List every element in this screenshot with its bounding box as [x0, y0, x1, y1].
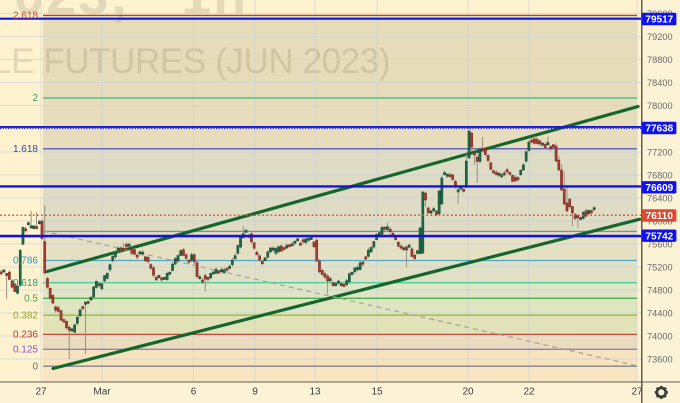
svg-text:77200: 77200 — [647, 147, 673, 157]
svg-text:15: 15 — [371, 387, 383, 398]
svg-text:78000: 78000 — [647, 101, 673, 111]
svg-text:0.618: 0.618 — [13, 278, 38, 289]
svg-text:78800: 78800 — [647, 55, 673, 65]
svg-text:22: 22 — [523, 387, 535, 398]
svg-text:20: 20 — [462, 387, 474, 398]
svg-text:2.618: 2.618 — [13, 11, 38, 22]
svg-text:74000: 74000 — [647, 332, 673, 342]
svg-text:79200: 79200 — [647, 32, 673, 42]
svg-text:74400: 74400 — [647, 309, 673, 319]
svg-text:75742: 75742 — [645, 231, 673, 242]
svg-text:75600: 75600 — [647, 240, 673, 250]
svg-text:9: 9 — [252, 387, 258, 398]
svg-text:79517: 79517 — [645, 15, 673, 26]
svg-text:0.125: 0.125 — [13, 345, 38, 356]
svg-text:76110: 76110 — [646, 211, 674, 222]
svg-text:13: 13 — [309, 387, 321, 398]
svg-text:76609: 76609 — [645, 183, 673, 194]
svg-text:Mar: Mar — [93, 387, 111, 398]
svg-text:27: 27 — [35, 387, 47, 398]
svg-text:023; 1h: 023; 1h — [14, 0, 248, 26]
svg-text:0: 0 — [32, 361, 38, 372]
svg-text:73600: 73600 — [647, 355, 673, 365]
svg-text:78400: 78400 — [647, 78, 673, 88]
svg-text:LE FUTURES (JUN 2023): LE FUTURES (JUN 2023) — [0, 42, 390, 81]
svg-text:0.786: 0.786 — [13, 256, 38, 267]
svg-text:0.5: 0.5 — [24, 294, 38, 305]
svg-text:27: 27 — [631, 387, 643, 398]
svg-text:74800: 74800 — [647, 286, 673, 296]
svg-text:76800: 76800 — [647, 170, 673, 180]
svg-text:76400: 76400 — [647, 193, 673, 203]
svg-text:6: 6 — [191, 387, 197, 398]
svg-text:0.382: 0.382 — [13, 310, 38, 321]
svg-text:75200: 75200 — [647, 263, 673, 273]
svg-text:2: 2 — [32, 93, 38, 104]
svg-text:0.236: 0.236 — [13, 330, 38, 341]
svg-text:1.618: 1.618 — [13, 144, 38, 155]
svg-text:77638: 77638 — [645, 124, 673, 135]
